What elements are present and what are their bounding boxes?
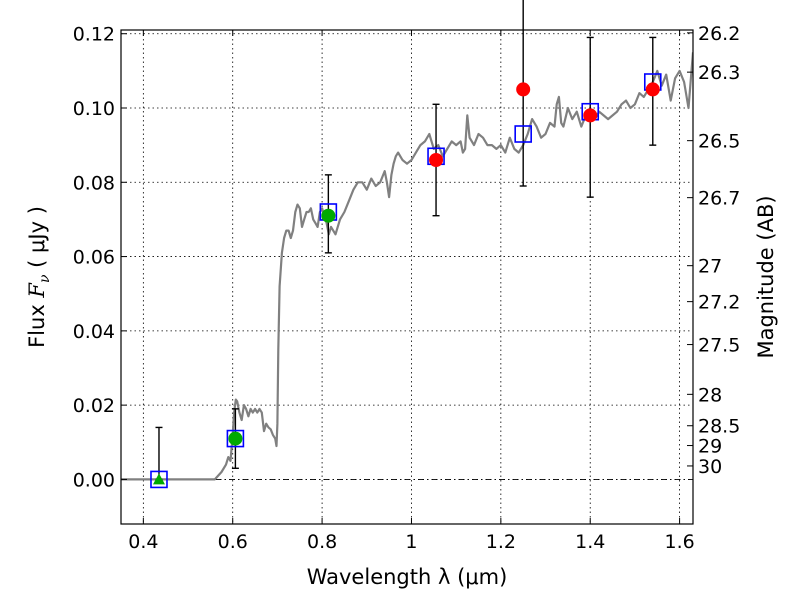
y-tick-label: 0.08 <box>73 172 115 194</box>
x-tick-label: 1.2 <box>486 531 516 553</box>
y-tick-label: 0.02 <box>73 395 115 417</box>
nir-point <box>583 108 598 123</box>
y2-tick-label: 29 <box>698 436 722 458</box>
y-axis-title-symbol: F <box>25 282 49 299</box>
y-axis-title: Flux Fν ( μJy ) <box>25 206 53 348</box>
optical-point <box>228 431 243 446</box>
y2-tick-label: 30 <box>698 456 722 478</box>
nir-point <box>516 82 531 97</box>
synthetic-flux-square <box>514 125 532 143</box>
plot-frame <box>120 29 694 525</box>
y-tick-label: 0.10 <box>73 98 115 120</box>
y2-tick-label: 27.5 <box>698 335 740 357</box>
x-axis-title: Wavelength λ (μm) <box>307 565 508 589</box>
x-tick-label: 1 <box>405 531 417 553</box>
y-axis-title-units: ( μJy ) <box>25 206 49 274</box>
x-tick-label: 1.4 <box>575 531 605 553</box>
x-tick-label: 0.6 <box>218 531 248 553</box>
y2-axis-title: Magnitude (AB) <box>754 195 778 358</box>
x-tick-label: 0.4 <box>128 531 158 553</box>
y2-tick-label: 26.7 <box>698 188 740 210</box>
y2-tick-label: 28 <box>698 384 722 406</box>
y2-tick-label: 26.3 <box>698 62 740 84</box>
nir-point <box>429 153 444 167</box>
y2-tick-label: 26.2 <box>698 23 740 45</box>
marker-layer <box>150 73 662 489</box>
x-tick-label: 1.6 <box>664 531 694 553</box>
optical-point <box>321 208 336 223</box>
y-axis-title-prefix: Flux <box>25 298 49 348</box>
y-tick-label: 0.00 <box>73 469 115 491</box>
synthetic-flux-square <box>226 429 245 448</box>
y-axis-title-subscript: ν <box>37 274 53 283</box>
y2-tick-label: 28.5 <box>698 416 740 438</box>
y2-tick-label: 26.5 <box>698 131 740 153</box>
y-tick-label: 0.06 <box>73 247 115 269</box>
optical-triangle <box>152 473 165 485</box>
y2-tick-label: 27 <box>698 256 722 278</box>
y-tick-label: 0.12 <box>73 24 115 46</box>
nir-point <box>645 82 660 97</box>
y2-tick-label: 27.2 <box>698 292 740 314</box>
synthetic-flux-square <box>150 470 168 489</box>
tick-layer: 0.4 0.6 0.8 1 1.2 1.4 1.6 0.00 0.02 0.04 0.06 0.08 0… <box>73 23 741 553</box>
y-tick-label: 0.04 <box>73 321 115 343</box>
x-tick-label: 0.8 <box>307 531 337 553</box>
